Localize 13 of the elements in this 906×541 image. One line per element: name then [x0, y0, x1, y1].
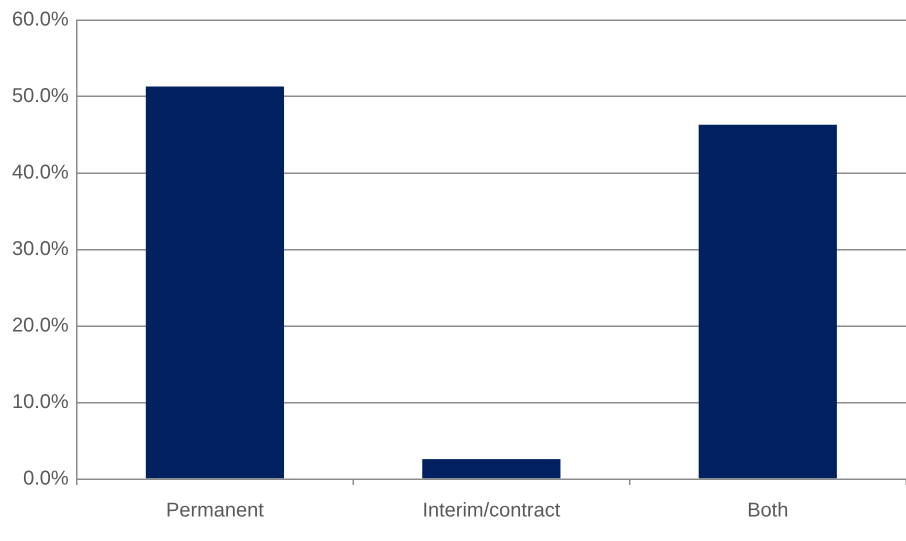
y-tick-label: 50.0%: [12, 85, 69, 108]
y-tick-label: 20.0%: [12, 314, 69, 337]
x-tick-label: Permanent: [166, 500, 264, 522]
y-tick-label: 60.0%: [12, 8, 69, 31]
y-tick-label: 40.0%: [12, 162, 69, 184]
bar: [698, 124, 837, 478]
x-tick-label: Interim/contract: [422, 500, 561, 522]
y-tick-label: 0.0%: [23, 468, 69, 490]
bar: [146, 86, 284, 478]
y-tick-label: 10.0%: [12, 391, 69, 414]
x-tick-label: Both: [747, 500, 788, 522]
bar: [422, 459, 560, 478]
y-tick-label: 30.0%: [12, 238, 69, 260]
